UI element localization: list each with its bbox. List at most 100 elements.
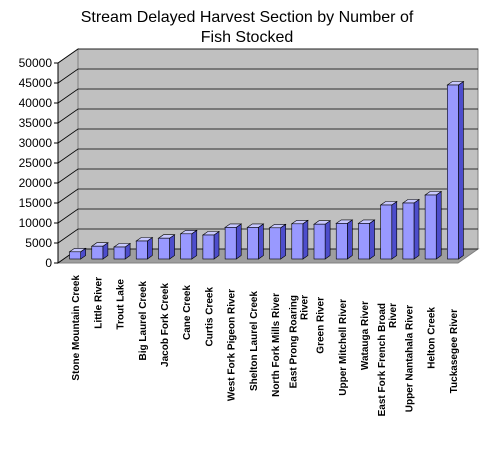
x-axis-labels: Stone Mountain Creek Little River Trout La… [71,275,460,417]
x-tick-label: Helton Creek [427,307,438,369]
x-tick-label-line: Upper Mitchell River [338,299,349,396]
chart-bars [68,80,465,260]
bar-front [291,223,304,260]
x-tick-label-line: Big Laurel Creek [138,281,149,361]
bar-front [202,234,215,260]
bar-side [369,219,375,260]
y-tick-label: 45000 [19,76,53,90]
bar [224,223,243,260]
bar-side [280,223,286,260]
bar-side [169,234,175,260]
x-tick-label: West Fork Pigeon River [227,289,238,401]
x-tick-label-line: Curtis Creek [204,287,215,347]
x-tick-label-line: River [388,303,399,328]
bar [135,236,154,260]
bar [90,242,109,260]
bar [113,242,132,260]
y-tick-label: 20000 [19,176,53,190]
bar-front [313,223,326,260]
y-tick-label: 5000 [25,236,52,250]
x-tick-label: North Fork Mills River [271,293,282,397]
gridline [57,208,478,224]
bar-side [413,198,420,260]
gridline [57,188,478,204]
x-tick-label-line: Stone Mountain Creek [71,275,82,381]
x-tick-label-line: Tuckasegee River [449,309,460,393]
bar-front [358,223,370,260]
x-tick-label-line: Helton Creek [427,307,438,369]
x-tick-label-line: Jacob Fork Creek [160,283,171,367]
bar [179,229,198,260]
bar-side [435,190,442,260]
y-tick-label: 40000 [19,96,53,110]
x-tick-label-line: West Fork Pigeon River [227,289,238,401]
x-tick-label-line: North Fork Mills River [271,293,282,397]
y-tick-label: 0 [45,256,52,270]
x-tick-label: Stone Mountain Creek [71,275,82,381]
bar-side [458,80,464,260]
bar-side [258,223,264,260]
chart-gridlines [57,48,478,264]
x-tick-label: East Fork French BroadRiver [377,303,399,416]
x-tick-label: Shelton Laurel Creek [249,291,260,391]
bar [68,247,87,260]
bar-front [424,194,437,260]
bar [201,230,220,260]
bar [401,198,420,260]
bar [424,190,443,260]
x-tick-label: Watauga River [360,301,371,370]
x-tick-label: Curtis Creek [204,287,215,347]
bar-front [224,227,237,260]
bar [379,200,398,260]
bar-front [380,204,393,260]
gridline [57,48,478,64]
gridline [57,128,478,144]
bar [290,219,309,260]
x-tick-label-line: East Prong Roaring [288,295,299,388]
bar [357,219,376,260]
y-tick-label: 30000 [19,136,53,150]
bar [446,80,465,260]
x-tick-label: Upper Nantahala River [404,305,415,412]
bar-front [69,251,81,260]
x-tick-label-line: Watauga River [360,301,371,370]
bar-front [247,227,259,260]
bar-side [391,200,398,260]
x-tick-label-line: River [299,295,310,320]
bar-side [347,219,353,260]
x-tick-label: Jacob Fork Creek [160,283,171,367]
gridline [57,168,478,184]
x-tick-label-line: East Fork French Broad [377,303,388,416]
chart-title: Stream Delayed Harvest Section by Number… [80,9,414,46]
bar-front [113,246,126,260]
gridline [57,108,478,124]
y-tick-label: 10000 [19,216,53,230]
y-axis: 0 5000 10000 15000 20000 25000 30000 35000 40000… [19,56,59,270]
bar-front [180,233,193,260]
x-tick-label-line: Green River [316,297,327,354]
bar [157,234,176,260]
x-tick-label: Upper Mitchell River [338,299,349,396]
x-tick-label-line: Shelton Laurel Creek [249,291,260,391]
gridline [57,88,478,104]
bar-front [447,84,459,260]
x-tick-label-line: Little River [93,277,104,329]
x-tick-label: East Prong RoaringRiver [288,295,310,388]
gridline [57,68,478,84]
x-tick-label: Cane Creek [182,285,193,340]
gridline [57,148,478,164]
bar-side [213,230,220,260]
x-tick-label-line: Cane Creek [182,285,193,340]
x-tick-label: Big Laurel Creek [138,281,149,361]
bar [313,220,332,260]
bar [246,223,265,260]
y-tick-label: 50000 [19,56,53,70]
bar-side [235,223,242,260]
bar-side [191,229,198,260]
y-tick-label: 35000 [19,116,53,130]
bar-front [91,245,104,260]
x-tick-label: Trout Lake [116,279,127,330]
bar-side [324,220,331,260]
x-tick-label-line: Upper Nantahala River [404,305,415,412]
